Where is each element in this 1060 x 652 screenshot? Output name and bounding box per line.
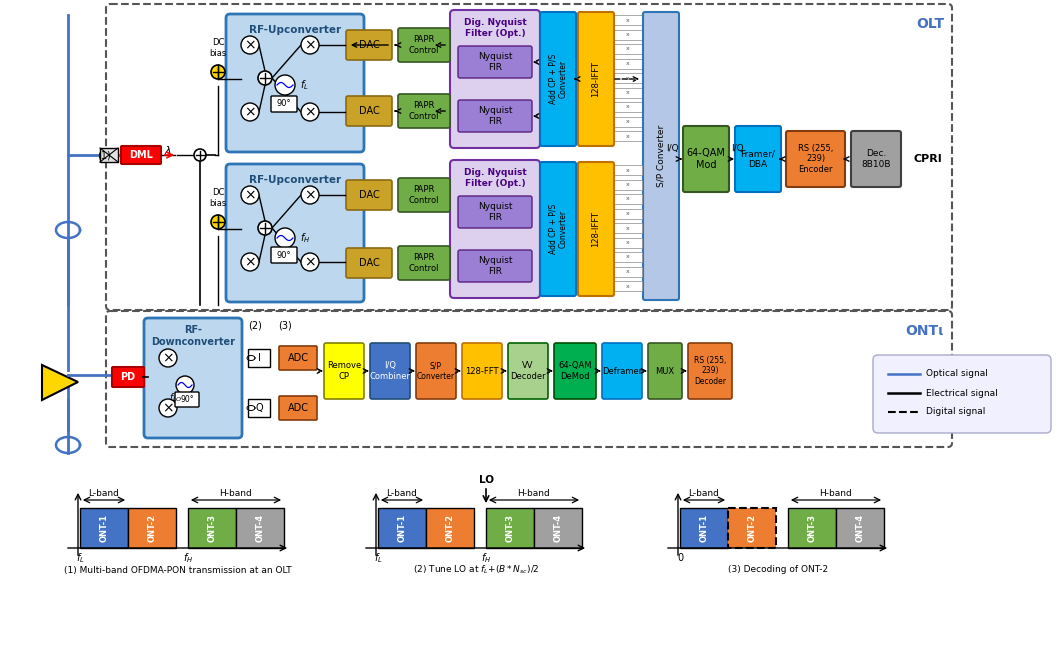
Text: x: x (626, 196, 630, 201)
Circle shape (258, 221, 272, 235)
Text: x: x (626, 240, 630, 245)
FancyBboxPatch shape (175, 392, 199, 407)
Text: $f_L$: $f_L$ (75, 551, 85, 565)
Text: 128-IFFT: 128-IFFT (591, 61, 601, 97)
Text: I/Q: I/Q (731, 143, 744, 153)
Text: ×: × (244, 188, 255, 202)
Text: DML: DML (129, 150, 153, 160)
Bar (614, 59, 642, 68)
Text: ONT-1: ONT-1 (398, 514, 406, 542)
Text: (3) Decoding of ONT-2: (3) Decoding of ONT-2 (728, 565, 828, 574)
FancyBboxPatch shape (643, 12, 679, 300)
FancyBboxPatch shape (458, 100, 532, 132)
Circle shape (211, 65, 225, 79)
Circle shape (176, 376, 194, 394)
Text: ×: × (244, 38, 255, 52)
Text: RS (255,
239)
Encoder: RS (255, 239) Encoder (798, 144, 833, 174)
Bar (614, 102, 642, 112)
Text: x: x (626, 211, 630, 216)
Text: ×: × (162, 401, 174, 415)
Bar (614, 281, 642, 291)
Text: ONT-3: ONT-3 (506, 514, 514, 542)
Text: 90°: 90° (180, 395, 194, 404)
Text: DC
bias: DC bias (210, 188, 227, 208)
Text: Add CP + P/S
Converter: Add CP + P/S Converter (548, 54, 568, 104)
FancyBboxPatch shape (458, 46, 532, 78)
Text: ADC: ADC (287, 403, 308, 413)
Text: VV
Decoder: VV Decoder (510, 361, 546, 381)
Bar (614, 267, 642, 276)
FancyBboxPatch shape (121, 146, 161, 164)
Circle shape (301, 186, 319, 204)
FancyBboxPatch shape (271, 247, 297, 263)
Circle shape (159, 399, 177, 417)
Text: MUX: MUX (655, 366, 674, 376)
Circle shape (301, 253, 319, 271)
Circle shape (301, 36, 319, 54)
Text: RF-Upconverter: RF-Upconverter (249, 175, 341, 185)
Bar (614, 73, 642, 83)
Text: x: x (626, 32, 630, 37)
Text: $f_L$: $f_L$ (373, 551, 383, 565)
FancyBboxPatch shape (787, 131, 845, 187)
Text: DAC: DAC (358, 40, 379, 50)
Text: x: x (626, 284, 630, 288)
Text: PAPR
Control: PAPR Control (409, 185, 439, 205)
FancyBboxPatch shape (106, 311, 952, 447)
FancyBboxPatch shape (450, 10, 540, 148)
Text: ONT-4: ONT-4 (255, 514, 265, 542)
Bar (236, 508, 284, 548)
Text: L-band: L-band (89, 490, 120, 499)
Text: Nyquist
FIR: Nyquist FIR (478, 256, 512, 276)
Text: RF-
Downconverter: RF- Downconverter (151, 325, 235, 347)
Text: ONT-3: ONT-3 (808, 514, 816, 542)
Bar (248, 349, 270, 367)
Text: 64-QAM
DeMod: 64-QAM DeMod (559, 361, 591, 381)
Text: I/Q
Combiner: I/Q Combiner (370, 361, 410, 381)
Circle shape (275, 228, 295, 248)
Bar (80, 508, 128, 548)
FancyBboxPatch shape (346, 96, 392, 126)
Text: 90°: 90° (277, 100, 292, 108)
Text: Electrical signal: Electrical signal (926, 389, 997, 398)
Text: ONT-1: ONT-1 (700, 514, 708, 542)
FancyBboxPatch shape (578, 162, 614, 296)
Text: LO: LO (478, 475, 494, 485)
Text: x: x (626, 269, 630, 274)
Text: 64-QAM
Mod: 64-QAM Mod (687, 148, 725, 170)
Text: RS (255,
239)
Decoder: RS (255, 239) Decoder (694, 356, 726, 386)
Bar (614, 131, 642, 141)
Text: $f_H$: $f_H$ (481, 551, 491, 565)
Text: S/P Converter: S/P Converter (656, 125, 666, 187)
Text: ONT-2: ONT-2 (147, 514, 157, 542)
FancyBboxPatch shape (144, 318, 242, 438)
Bar (100, 148, 118, 162)
Text: $f_H$: $f_H$ (300, 231, 311, 245)
Text: L-band: L-band (689, 490, 720, 499)
Text: I: I (258, 353, 261, 363)
Text: ONT-3: ONT-3 (208, 514, 216, 542)
Text: x: x (626, 119, 630, 124)
FancyBboxPatch shape (370, 343, 410, 399)
Bar (378, 508, 426, 548)
FancyBboxPatch shape (458, 250, 532, 282)
Bar (534, 508, 582, 548)
Text: (1) Multi-band OFDMA-PON transmission at an OLT: (1) Multi-band OFDMA-PON transmission at… (65, 565, 292, 574)
FancyBboxPatch shape (462, 343, 502, 399)
Circle shape (301, 103, 319, 121)
Text: Dec.
8B10B: Dec. 8B10B (861, 149, 890, 169)
Text: PD: PD (121, 372, 136, 382)
Text: $\lambda$: $\lambda$ (164, 144, 172, 156)
Text: I/Q: I/Q (667, 143, 679, 153)
Bar (614, 209, 642, 218)
Text: ONT-2: ONT-2 (747, 514, 757, 542)
FancyBboxPatch shape (688, 343, 732, 399)
Text: ×: × (304, 38, 316, 52)
Text: H-band: H-band (219, 490, 252, 499)
Text: ONTι: ONTι (905, 324, 944, 338)
Bar (614, 29, 642, 40)
FancyBboxPatch shape (279, 346, 317, 370)
Text: (2) Tune LO at $f_L$+$(B*N_{sc})$/2: (2) Tune LO at $f_L$+$(B*N_{sc})$/2 (412, 564, 540, 576)
Bar (426, 508, 474, 548)
FancyBboxPatch shape (508, 343, 548, 399)
